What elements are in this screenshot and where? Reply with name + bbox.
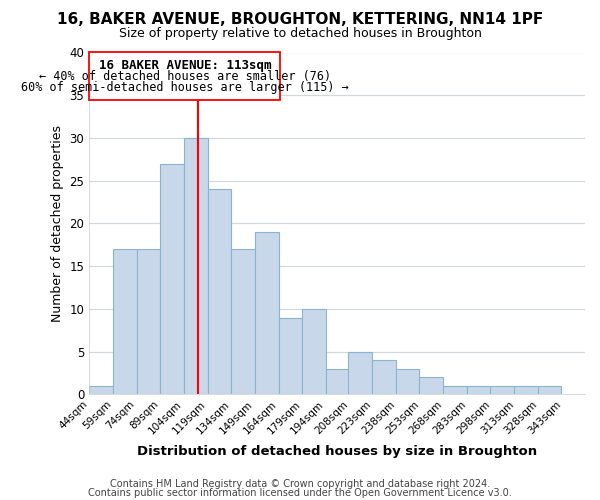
Bar [137,249,160,394]
Bar [326,369,350,394]
Bar [232,249,255,394]
Bar [208,190,232,394]
Text: 16 BAKER AVENUE: 113sqm: 16 BAKER AVENUE: 113sqm [98,60,271,72]
Text: Contains HM Land Registry data © Crown copyright and database right 2024.: Contains HM Land Registry data © Crown c… [110,479,490,489]
Text: 16, BAKER AVENUE, BROUGHTON, KETTERING, NN14 1PF: 16, BAKER AVENUE, BROUGHTON, KETTERING, … [57,12,543,28]
Bar [372,360,395,394]
Bar [514,386,538,394]
Bar [419,378,443,394]
Bar [255,232,279,394]
Bar [184,138,208,394]
Text: 60% of semi-detached houses are larger (115) →: 60% of semi-detached houses are larger (… [21,80,349,94]
Bar [279,318,302,394]
Bar [89,52,280,100]
Y-axis label: Number of detached properties: Number of detached properties [51,125,64,322]
Bar [467,386,490,394]
Text: Contains public sector information licensed under the Open Government Licence v3: Contains public sector information licen… [88,488,512,498]
Bar [538,386,562,394]
Bar [113,249,137,394]
Bar [160,164,184,394]
Text: Size of property relative to detached houses in Broughton: Size of property relative to detached ho… [119,28,481,40]
Bar [89,386,113,394]
X-axis label: Distribution of detached houses by size in Broughton: Distribution of detached houses by size … [137,444,537,458]
Bar [490,386,514,394]
Bar [302,309,326,394]
Bar [348,352,372,395]
Text: ← 40% of detached houses are smaller (76): ← 40% of detached houses are smaller (76… [39,70,331,82]
Bar [395,369,419,394]
Bar [443,386,467,394]
